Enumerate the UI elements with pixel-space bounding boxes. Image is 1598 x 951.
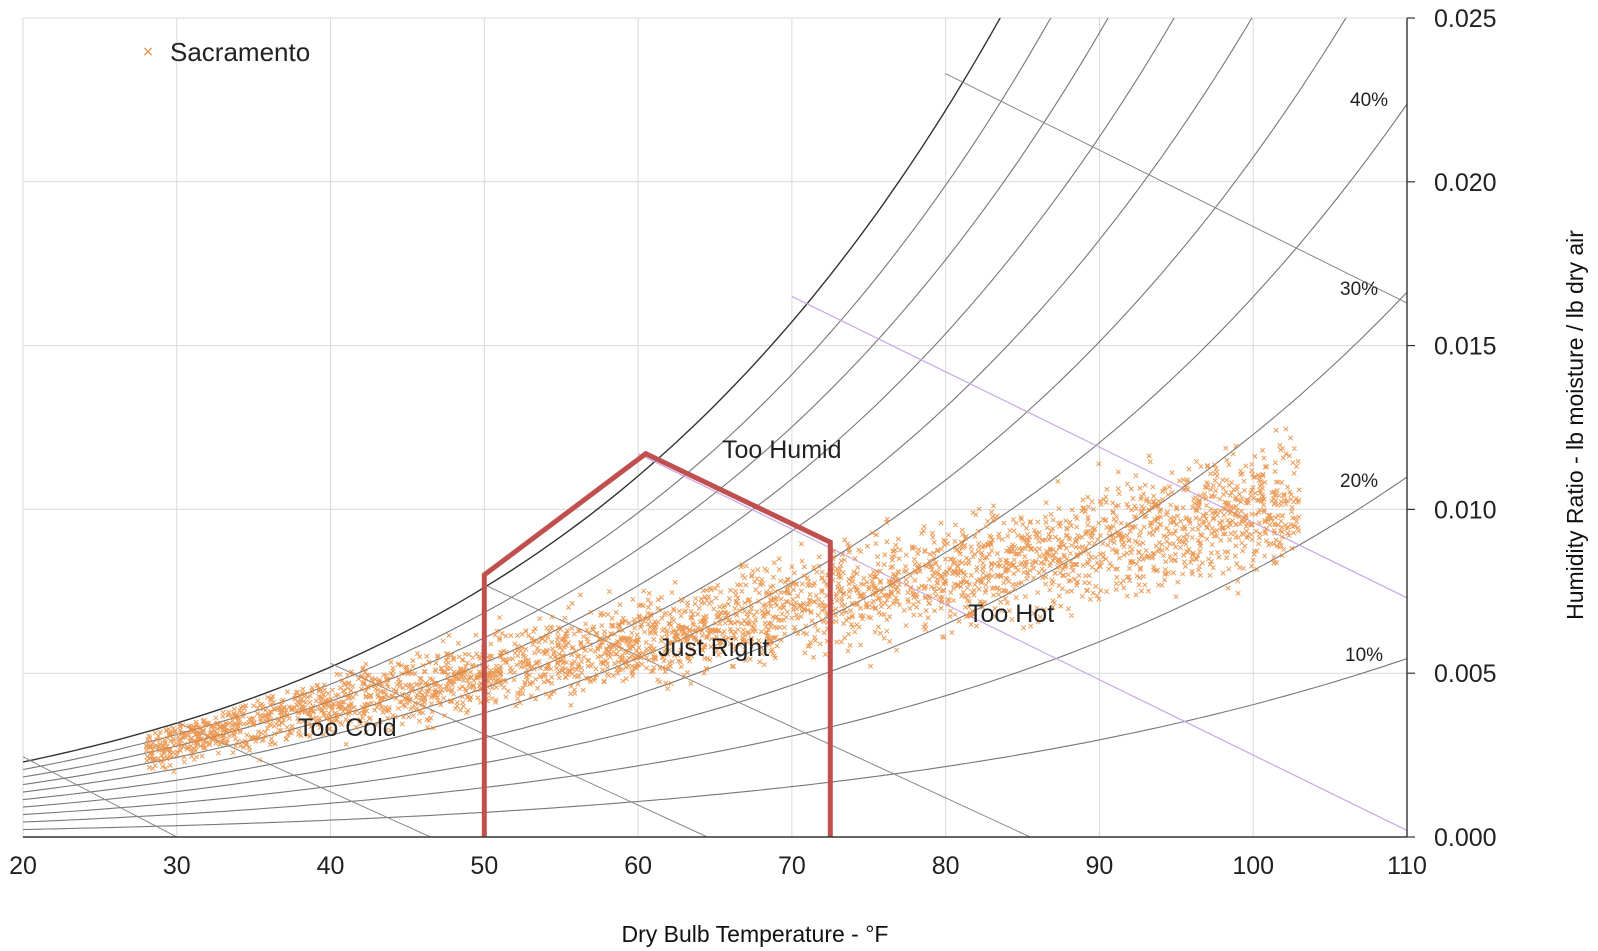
rh-curve-20: [23, 476, 1407, 823]
sacramento-data-points: [143, 426, 1302, 775]
x-tick-label: 70: [778, 852, 806, 880]
region-label-too-hot: Too Hot: [968, 600, 1054, 628]
x-tick-label: 110: [1387, 852, 1427, 880]
y-tick-label: 0.005: [1434, 660, 1497, 688]
x-tick-label: 80: [932, 852, 960, 880]
y-axis-label: Humidity Ratio - lb moisture / lb dry ai…: [1562, 230, 1588, 620]
relative-humidity-curves: [23, 18, 1407, 831]
rh-label-30: 30%: [1340, 279, 1378, 300]
rh-curve-60: [23, 18, 1253, 793]
enthalpy-line: [637, 453, 1407, 831]
wet-bulb-lines: [23, 73, 1407, 837]
x-tick-label: 100: [1232, 852, 1274, 880]
y-tick-label: 0.010: [1434, 496, 1497, 524]
x-tick-label: 90: [1086, 852, 1114, 880]
region-label-just-right: Just Right: [658, 634, 769, 662]
rh-label-40: 40%: [1350, 90, 1388, 111]
x-tick-label: 20: [9, 852, 37, 880]
x-tick-label: 60: [624, 852, 652, 880]
enthalpy-line: [791, 295, 1407, 599]
legend-marker: ×: [142, 44, 154, 60]
region-label-too-humid: Too Humid: [722, 436, 842, 464]
rh-curve-100: [23, 18, 1001, 763]
legend-entry-sacramento: Sacramento: [170, 37, 310, 67]
comfort-zone-outline: [481, 450, 833, 837]
y-tick-label: 0.000: [1434, 824, 1497, 852]
legend: × Sacramento: [142, 37, 310, 67]
x-tick-label: 30: [163, 852, 191, 880]
y-tick-label: 0.015: [1434, 333, 1497, 361]
rh-curve-50: [23, 18, 1347, 801]
y-tick-label: 0.025: [1434, 5, 1497, 33]
region-label-too-cold: Too Cold: [298, 714, 397, 742]
scatter-marker-group: [143, 426, 1302, 775]
wet-bulb-line: [23, 756, 178, 837]
x-axis-label: Dry Bulb Temperature - °F: [622, 921, 889, 947]
x-tick-label: 40: [317, 852, 345, 880]
y-tick-label: 0.020: [1434, 169, 1497, 197]
wet-bulb-line: [484, 584, 1031, 837]
comfort-zone-boundary: [481, 450, 833, 837]
rh-label-10: 10%: [1345, 645, 1383, 666]
rh-curve-30: [23, 291, 1407, 816]
rh-curve-40: [23, 103, 1407, 808]
wet-bulb-line: [330, 662, 708, 837]
rh-label-20: 20%: [1340, 471, 1378, 492]
rh-curve-10: [23, 658, 1407, 831]
rh-curve-90: [23, 18, 1052, 771]
wet-bulb-line: [176, 721, 431, 837]
x-tick-label: 50: [470, 852, 498, 880]
wet-bulb-line: [945, 73, 1407, 304]
